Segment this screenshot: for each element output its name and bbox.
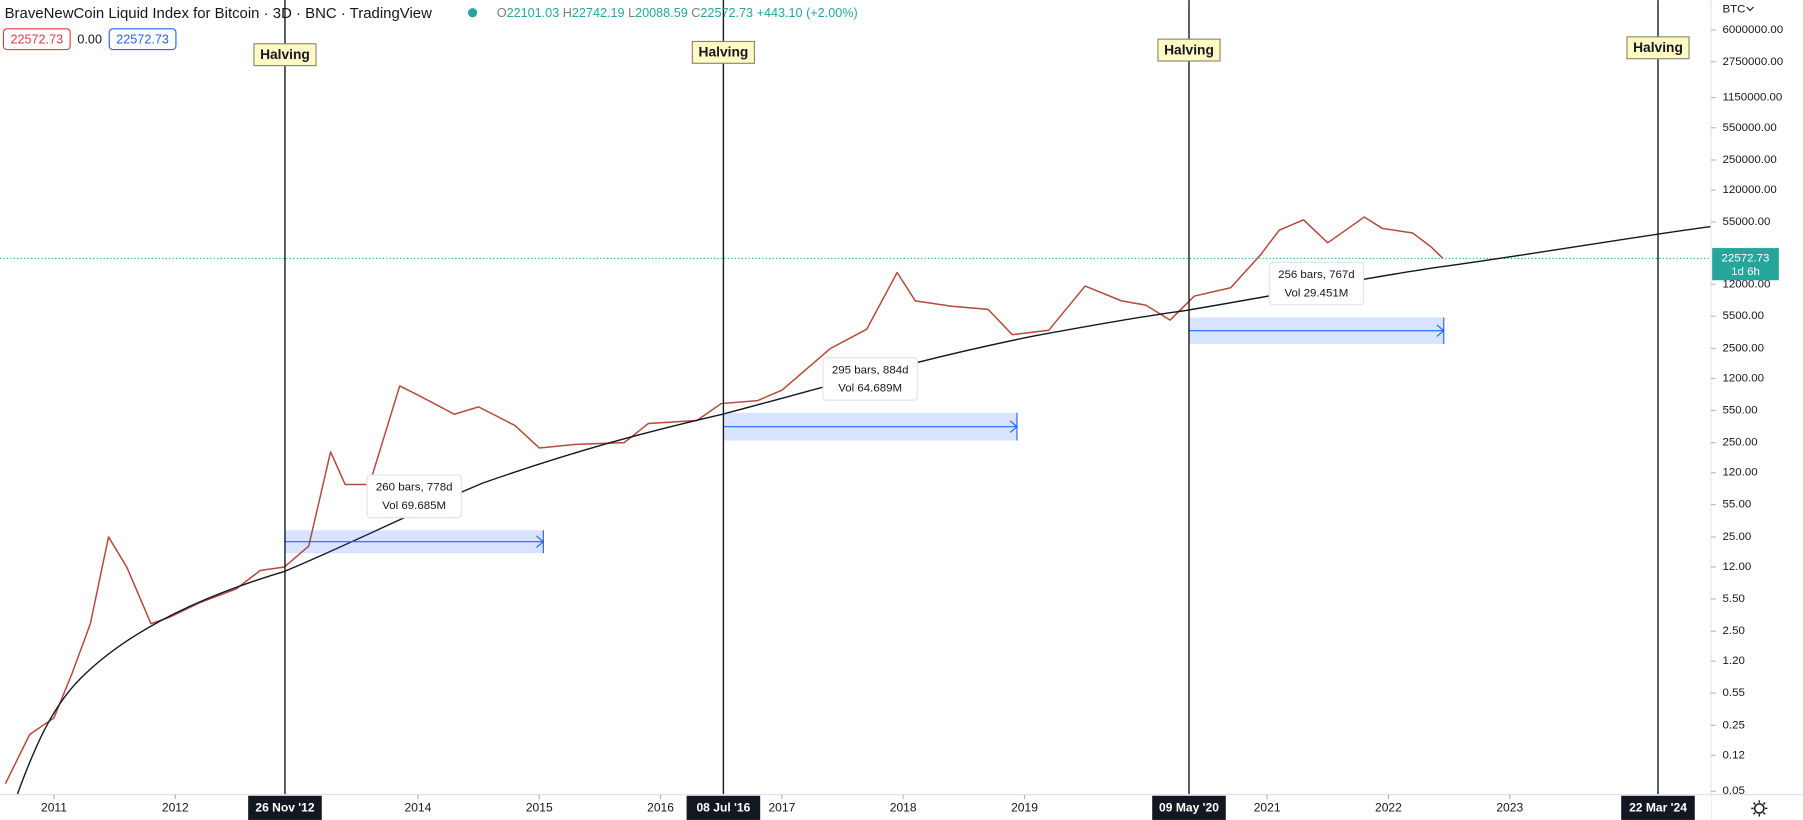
halving-date: 08 Jul '16 (696, 801, 750, 815)
y-tick-label: 6000000.00 (1723, 24, 1784, 36)
y-tick-label: 0.55 (1723, 687, 1745, 699)
halving-label-box (1626, 36, 1690, 60)
last-price-tag (1712, 248, 1779, 281)
y-tick-label: 0.05 (1723, 785, 1745, 797)
y-tick-label: 1150000.00 (1723, 92, 1783, 104)
ohlc-key: C (691, 6, 700, 20)
y-tick-label: 120000.00 (1723, 184, 1777, 196)
measure-label-box (822, 357, 918, 401)
measure-bars: 260 bars, 778d (376, 482, 453, 494)
halving-label-box (253, 43, 317, 67)
halving-label: Halving (1164, 42, 1214, 57)
y-tick-label: 5.50 (1723, 593, 1745, 605)
x-tick-label: 2022 (1375, 801, 1402, 815)
x-tick-label: 2014 (405, 801, 432, 815)
measure-volume: Vol 64.689M (838, 383, 902, 395)
ohlc-key: O (497, 6, 507, 20)
y-tick-label: 5500.00 (1723, 310, 1765, 322)
ohlc-value: 22101.03 (507, 6, 560, 20)
ohlc-value: 22572.73 (700, 6, 753, 20)
halving-label-box (1157, 38, 1221, 62)
x-tick-label: 2012 (162, 801, 189, 815)
y-tick-label: 55.00 (1723, 499, 1752, 511)
last-price-label: 22572.73 (1722, 252, 1770, 264)
y-tick-label: 55000.00 (1723, 216, 1771, 228)
halving-date: 09 May '20 (1159, 801, 1219, 815)
y-tick-label: 250000.00 (1723, 154, 1777, 166)
measure-volume: Vol 29.451M (1284, 287, 1348, 299)
halving-date-box (1152, 795, 1226, 820)
x-tick-label: 2011 (41, 801, 67, 815)
halving-date: 26 Nov '12 (255, 801, 314, 815)
buy-price[interactable]: 22572.73 (116, 33, 169, 47)
status-dot (467, 8, 478, 18)
currency-dropdown[interactable] (1746, 6, 1754, 12)
y-tick-label: 0.12 (1723, 749, 1745, 761)
ohlc-key: H (563, 6, 572, 20)
x-tick-label: 2017 (768, 801, 795, 815)
spread: 0.00 (77, 33, 102, 47)
halving-label-box (691, 40, 756, 64)
y-tick-label: 1200.00 (1723, 373, 1765, 385)
halving-date-box (248, 795, 322, 820)
y-tick-label: 25.00 (1723, 531, 1752, 543)
buy-button[interactable] (108, 28, 177, 51)
settings-icon[interactable] (1751, 800, 1768, 817)
chart-title: BraveNewCoin Liquid Index for Bitcoin · … (5, 5, 432, 22)
halving-label: Halving (699, 45, 749, 60)
ohlc-value: 22742.19 (572, 6, 625, 20)
trend-curve (16, 225, 1712, 795)
y-tick-label: 550.00 (1723, 404, 1758, 416)
y-tick-label: 2500.00 (1723, 342, 1765, 354)
x-tick-label: 2015 (526, 801, 553, 815)
halving-date-box (686, 795, 761, 820)
y-tick-label: 550000.00 (1723, 122, 1777, 134)
y-tick-label: 1.20 (1723, 655, 1745, 667)
halving-label: Halving (260, 47, 310, 62)
ohlc-key: L (628, 6, 635, 20)
price-axis (1711, 0, 1803, 820)
y-tick-label: 12.00 (1723, 561, 1752, 573)
ohlc-value: 20088.59 (635, 6, 688, 20)
sell-price[interactable]: 22572.73 (10, 33, 63, 47)
measure-label-box (366, 474, 462, 519)
x-tick-label: 2018 (890, 801, 917, 815)
axis-currency[interactable]: BTC (1723, 3, 1746, 15)
x-tick-label: 2016 (647, 801, 674, 815)
change: +443.10 (+2.00%) (757, 6, 858, 20)
x-tick-label: 2023 (1496, 801, 1523, 815)
measure-bars: 295 bars, 884d (832, 364, 909, 376)
y-tick-label: 120.00 (1723, 467, 1758, 479)
y-tick-label: 2.50 (1723, 625, 1745, 637)
sell-button[interactable] (2, 28, 71, 51)
ohlc: O22101.03 H22742.19 L20088.59 C22572.73 … (497, 6, 858, 20)
y-tick-label: 250.00 (1723, 437, 1758, 449)
countdown: 1d 6h (1731, 266, 1760, 278)
y-tick-label: 2750000.00 (1723, 56, 1784, 68)
y-tick-label: 12000.00 (1723, 278, 1771, 290)
measure-label-box (1268, 261, 1365, 306)
halving-date-box (1621, 795, 1695, 820)
measure-volume: Vol 69.685M (382, 500, 446, 512)
x-tick-label: 2021 (1254, 801, 1281, 815)
overlay: 260 bars, 778d Vol 69.685M 295 bars, 884d V… (253, 0, 1690, 795)
measure-bars: 256 bars, 767d (1278, 269, 1355, 281)
halving-label: Halving (1633, 40, 1683, 55)
y-tick-label: 0.25 (1723, 719, 1745, 731)
halving-date: 22 Mar '24 (1629, 801, 1687, 815)
axes: 6000000.00 2750000.00 1150000.00 550000.00 2… (41, 24, 1783, 820)
x-tick-label: 2019 (1011, 801, 1038, 815)
